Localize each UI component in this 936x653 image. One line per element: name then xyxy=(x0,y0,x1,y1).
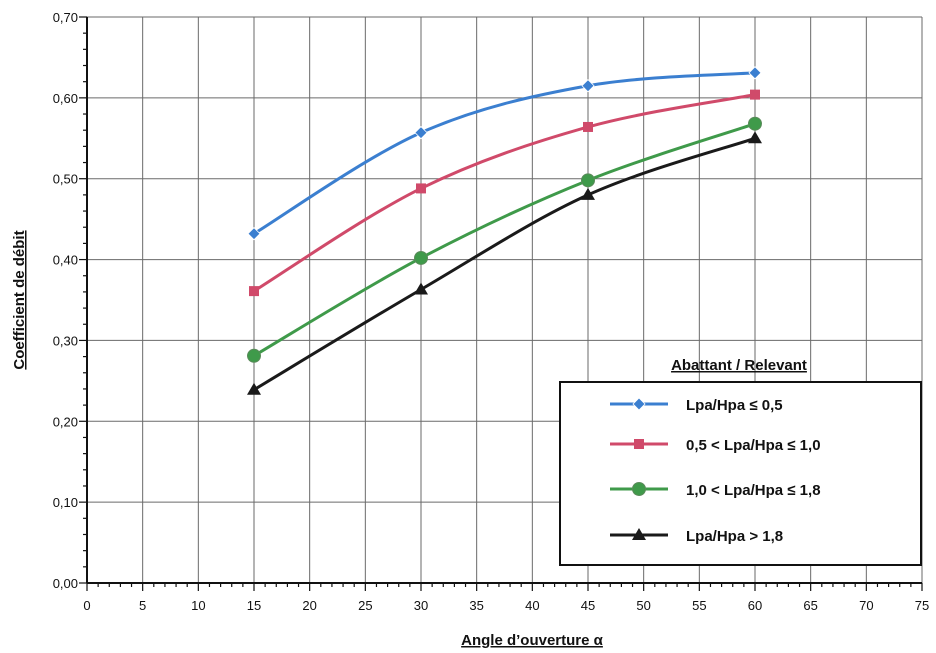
y-tick-label: 0,20 xyxy=(53,414,78,429)
legend-marker xyxy=(632,482,646,496)
series-line xyxy=(253,93,756,293)
legend-label: Lpa/Hpa ≤ 0,5 xyxy=(686,397,783,414)
axes xyxy=(79,16,923,591)
x-tick-label: 0 xyxy=(83,598,90,613)
y-tick-labels: 0,00 0,10 0,20 0,30 0,40 0,50 0,60 0,70 xyxy=(53,10,78,591)
data-point xyxy=(581,173,595,188)
y-tick-label: 0,70 xyxy=(53,10,78,25)
data-point xyxy=(748,66,762,80)
y-tick-label: 0,30 xyxy=(53,333,78,348)
x-tick-label: 65 xyxy=(803,598,817,613)
x-tick-label: 25 xyxy=(358,598,372,613)
series-triangle xyxy=(247,131,762,395)
x-tick-label: 5 xyxy=(139,598,146,613)
legend-item: Lpa/Hpa > 1,8 xyxy=(610,528,783,545)
y-tick-label: 0,00 xyxy=(53,576,78,591)
legend-marker xyxy=(632,528,646,540)
x-tick-label: 55 xyxy=(692,598,706,613)
x-tick-label: 20 xyxy=(302,598,316,613)
legend-label: 0,5 < Lpa/Hpa ≤ 1,0 xyxy=(686,437,821,454)
legend-label: 1,0 < Lpa/Hpa ≤ 1,8 xyxy=(686,482,821,499)
x-tick-label: 30 xyxy=(414,598,428,613)
legend-items: Lpa/Hpa ≤ 0,5 0,5 < Lpa/Hpa ≤ 1,0 1,0 < Lp… xyxy=(610,397,821,545)
legend-marker xyxy=(634,439,644,449)
series-circle xyxy=(247,116,762,363)
legend-title: Abattant / Relevant xyxy=(671,357,807,374)
x-tick-label: 60 xyxy=(748,598,762,613)
series-diamond xyxy=(247,66,762,241)
y-tick-label: 0,10 xyxy=(53,495,78,510)
y-tick-label: 0,40 xyxy=(53,253,78,268)
x-axis-title: Angle d’ouverture α xyxy=(461,632,604,649)
series-line xyxy=(253,136,756,392)
x-tick-label: 40 xyxy=(525,598,539,613)
x-tick-label: 45 xyxy=(581,598,595,613)
y-tick-label: 0,60 xyxy=(53,91,78,106)
series-square xyxy=(249,89,760,297)
data-point xyxy=(748,116,762,131)
data-point xyxy=(414,126,428,140)
data-point xyxy=(581,187,595,200)
series-line xyxy=(253,71,756,235)
data-point xyxy=(247,227,261,241)
x-tick-label: 50 xyxy=(636,598,650,613)
data-point xyxy=(249,286,259,297)
legend-label: Lpa/Hpa > 1,8 xyxy=(686,528,783,545)
data-point xyxy=(583,121,593,132)
legend-item: 1,0 < Lpa/Hpa ≤ 1,8 xyxy=(610,482,821,499)
data-point xyxy=(414,282,428,295)
data-point xyxy=(414,250,428,265)
legend: Abattant / Relevant Lpa/Hpa ≤ 0,5 0,5 < L… xyxy=(559,357,922,566)
x-tick-label: 10 xyxy=(191,598,205,613)
legend-marker xyxy=(632,397,646,411)
x-tick-label: 35 xyxy=(469,598,483,613)
x-tick-label: 75 xyxy=(915,598,929,613)
series-group xyxy=(247,66,762,395)
data-point xyxy=(416,183,426,194)
x-tick-label: 70 xyxy=(859,598,873,613)
data-point xyxy=(247,382,261,395)
series-line xyxy=(253,122,756,358)
data-point xyxy=(247,348,261,363)
legend-item: Lpa/Hpa ≤ 0,5 xyxy=(610,397,783,414)
y-tick-label: 0,50 xyxy=(53,172,78,187)
legend-item: 0,5 < Lpa/Hpa ≤ 1,0 xyxy=(610,437,821,454)
x-tick-label: 15 xyxy=(247,598,261,613)
x-tick-labels: 0 5 10 15 20 25 30 35 40 45 50 55 60 65 70 75 xyxy=(83,598,929,613)
data-point xyxy=(581,79,595,93)
data-point xyxy=(750,89,760,100)
y-axis-title: Coefficient de débit xyxy=(11,230,28,369)
data-point xyxy=(748,131,762,144)
